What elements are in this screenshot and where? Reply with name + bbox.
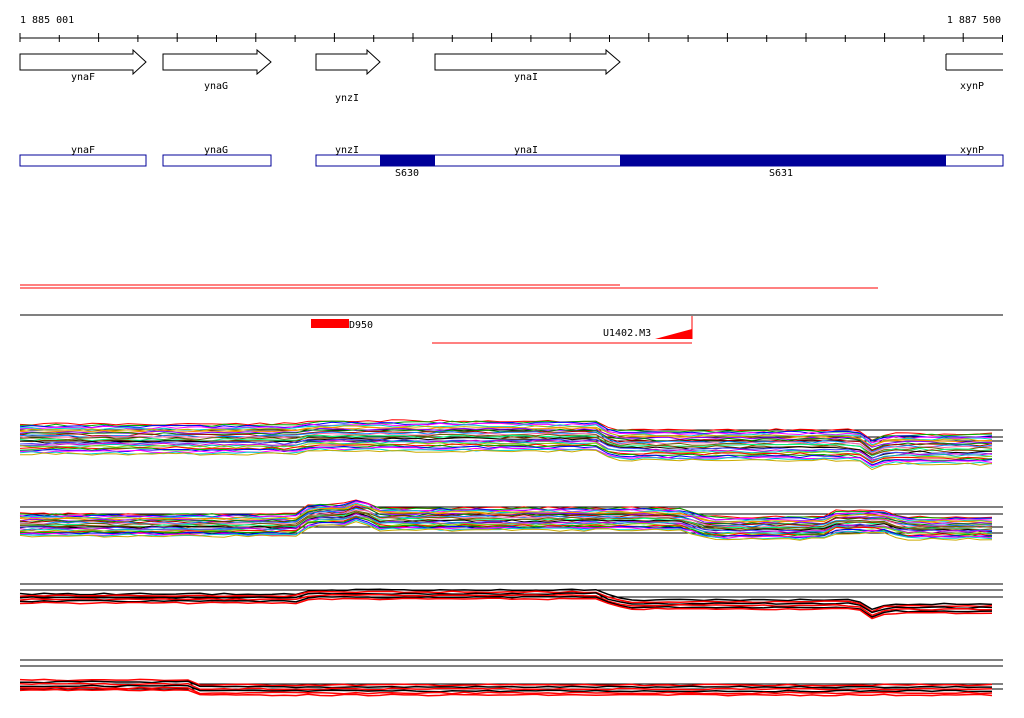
profile-line (19, 678, 993, 687)
profile-line (19, 686, 993, 695)
profile-line (19, 438, 993, 460)
gene-arrow-ynaG[interactable] (162, 48, 272, 76)
coordinate-ruler: 1 885 001 1 887 500 (19, 15, 1003, 42)
gene-box-label-ynaF: ynaF (71, 145, 95, 156)
feature-label-U1402-M3: U1402.M3 (603, 328, 651, 339)
profile-line (19, 419, 993, 441)
profile-line (19, 436, 993, 456)
gene-arrow-ynzI[interactable] (315, 48, 381, 76)
profile-line (19, 597, 993, 620)
ruler-ticks (19, 33, 1003, 42)
red-line-track (20, 284, 878, 289)
profile-line (19, 431, 993, 453)
profile-line (19, 502, 993, 523)
gene-arrow-ynaI[interactable] (434, 48, 621, 76)
gene-box-label-ynaG: ynaG (204, 145, 228, 156)
profile-line (19, 688, 993, 697)
profile-line (19, 427, 993, 448)
profile-line (19, 509, 993, 529)
feature-track: D950 U1402.M3 (20, 314, 1003, 344)
gene-arrow-label-ynaG: ynaG (204, 81, 228, 92)
profile-line (19, 592, 993, 614)
profile-line (19, 588, 993, 611)
profile-line (19, 513, 993, 534)
gene-box-label-ynzI: ynzI (335, 145, 359, 156)
gene-box-ynaG[interactable] (162, 154, 272, 167)
expression-profile-track-3 (19, 583, 1003, 620)
profile-line (19, 517, 993, 536)
feature-U1402-M3-wedge[interactable] (655, 329, 692, 339)
profile-line (19, 682, 993, 691)
profile-line (19, 422, 993, 444)
profile-line (20, 684, 992, 693)
profile-line (19, 434, 993, 457)
segment-label-S630: S630 (395, 168, 419, 179)
segment-S631[interactable] (620, 155, 946, 166)
ruler-end-label: 1 887 500 (947, 15, 1001, 26)
profile-line (19, 590, 993, 613)
profile-line (19, 595, 993, 618)
gene-box-track: ynaF ynaG ynzI ynaI xynP S630 S631 (19, 145, 1004, 179)
profile-line (19, 444, 993, 467)
profile-line (19, 421, 993, 442)
profile-line (19, 512, 993, 532)
expression-profile-track-1 (19, 419, 1003, 471)
profile-line (19, 515, 993, 537)
profile-line (19, 503, 993, 524)
gene-arrow-label-ynaI: ynaI (514, 72, 538, 83)
profile-line (19, 519, 993, 540)
profile-line (19, 445, 993, 466)
feature-D950[interactable] (311, 319, 349, 328)
gene-arrow-ynaF[interactable] (19, 48, 147, 76)
profile-line (19, 449, 993, 471)
profile-line (19, 511, 993, 531)
profile-line (19, 501, 993, 522)
gene-box-label-ynaI: ynaI (514, 145, 538, 156)
ruler-start-label: 1 885 001 (20, 15, 74, 26)
profile-line (19, 437, 993, 459)
segment-S630[interactable] (380, 155, 435, 166)
profile-line (19, 513, 993, 533)
profile-line (19, 521, 993, 541)
expression-profile-track-2 (19, 499, 1003, 541)
profile-line (19, 680, 992, 689)
feature-label-D950: D950 (349, 320, 373, 331)
profile-line (19, 500, 993, 520)
gene-arrow-label-xynP: xynP (960, 81, 984, 92)
segment-label-S631: S631 (769, 168, 793, 179)
profile-line (19, 506, 993, 527)
profile-line (19, 593, 992, 617)
gene-box-ynaF[interactable] (19, 154, 147, 167)
gene-arrow-label-ynzI: ynzI (335, 93, 359, 104)
gene-arrow-track: ynaF ynaG ynzI ynaI xynP (19, 48, 1003, 104)
gene-box-label-xynP: xynP (960, 145, 984, 156)
expression-profile-track-4 (19, 659, 1003, 697)
gene-arrow-label-ynaF: ynaF (71, 72, 95, 83)
profile-line (19, 432, 993, 454)
profile-line (19, 426, 993, 447)
